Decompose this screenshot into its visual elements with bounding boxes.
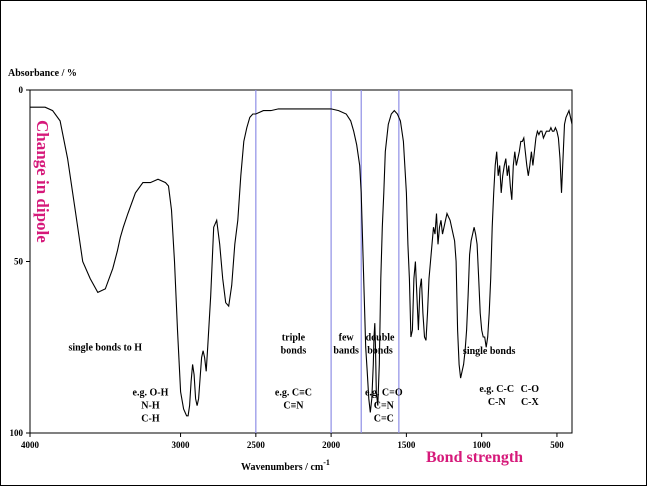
bond-strength-label: Bond strength [426, 449, 523, 466]
annotation-1-line-2: C-H [141, 413, 160, 424]
annotation-5: double bonds [366, 332, 395, 356]
x-axis-ticks: 4000 3000 2500 2000 1500 1000 500 [21, 433, 564, 450]
annotation-4: few bands [333, 332, 359, 356]
annotation-3-line-1: C≡N [283, 400, 304, 411]
x-axis-title: Wavenumbers / cm-1 [241, 458, 330, 473]
y-axis-title: Absorbance / % [8, 68, 77, 79]
annotation-4-line-0: few [339, 332, 355, 343]
annotation-8-line-0: e.g. C-C [479, 384, 514, 395]
x-tick-label-0: 4000 [21, 440, 40, 450]
annotation-9-line-1: C-X [521, 397, 540, 408]
annotation-6-line-2: C=C [374, 413, 394, 424]
annotation-7-line-0: single bonds [463, 346, 516, 357]
annotation-3-line-0: e.g. C≡C [275, 387, 312, 398]
annotation-1-line-1: N-H [141, 400, 160, 411]
x-tick-label-2: 2500 [247, 440, 266, 450]
annotation-6: e.g. C=O C=N C=C [365, 387, 403, 424]
annotation-2-line-0: triple [282, 332, 306, 343]
annotation-0: single bonds to H [68, 343, 142, 354]
annotation-2: triple bonds [281, 332, 307, 356]
x-axis-title-superscript: -1 [323, 458, 330, 467]
x-tick-label-3: 2000 [322, 440, 341, 450]
y-tick-label-0: 0 [19, 85, 24, 95]
x-tick-label-5: 1000 [473, 440, 492, 450]
x-tick-label-4: 1500 [397, 440, 416, 450]
annotation-2-line-1: bonds [281, 345, 307, 356]
annotation-5-line-0: double [366, 332, 395, 343]
annotation-0-line-0: single bonds to H [68, 343, 142, 354]
annotation-4-line-1: bands [333, 345, 359, 356]
annotation-9: C-O C-X [521, 384, 540, 408]
region-annotations: single bonds to H e.g. O-H N-H C-H triple bon… [68, 332, 539, 424]
y-tick-label-2: 100 [10, 428, 24, 438]
y-tick-label-1: 50 [14, 257, 24, 267]
annotation-6-line-0: e.g. C=O [365, 387, 403, 398]
y-axis-ticks: 0 50 100 [10, 85, 30, 438]
x-tick-label-6: 500 [550, 440, 564, 450]
region-dividers [255, 90, 400, 433]
annotation-9-line-0: C-O [521, 384, 540, 395]
annotation-5-line-1: bonds [367, 345, 393, 356]
change-in-dipole-label: Change in dipole [33, 120, 52, 243]
x-axis-title-text: Wavenumbers / cm [241, 462, 324, 473]
spectrum-trace [30, 106, 573, 417]
annotation-1-line-0: e.g. O-H [133, 387, 169, 398]
annotation-3: e.g. C≡C C≡N [275, 387, 312, 411]
annotation-1: e.g. O-H N-H C-H [133, 387, 169, 424]
annotation-7: single bonds [463, 346, 516, 357]
annotation-8: e.g. C-C C-N [479, 384, 514, 408]
annotation-6-line-1: C=N [374, 400, 395, 411]
annotation-8-line-1: C-N [488, 397, 507, 408]
x-tick-label-1: 3000 [172, 440, 191, 450]
